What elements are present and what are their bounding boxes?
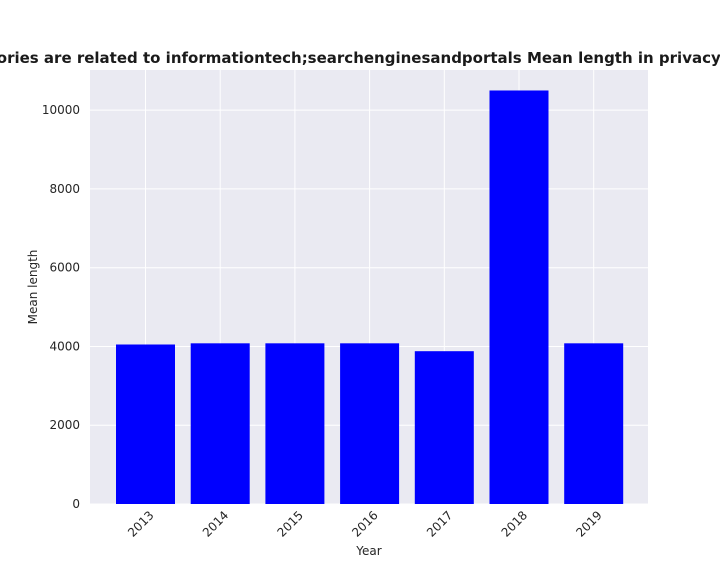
y-tick-label: 8000 [49, 182, 80, 196]
bars [116, 90, 624, 504]
bar-2019 [564, 343, 624, 504]
y-tick-label: 2000 [49, 418, 80, 432]
x-tick-label: 2015 [275, 508, 306, 539]
bar-2017 [414, 351, 474, 504]
bar-2015 [265, 343, 325, 504]
x-tick-label: 2014 [200, 508, 231, 539]
y-axis-ticks: 0 2000 4000 6000 8000 10000 [42, 103, 80, 511]
bar-2016 [340, 343, 400, 504]
x-tick-label: 2016 [349, 508, 380, 539]
x-tick-label: 2019 [573, 508, 604, 539]
bar-2014 [190, 343, 250, 504]
x-tick-label: 2013 [125, 508, 156, 539]
bar-2013 [116, 344, 175, 504]
y-tick-label: 6000 [49, 261, 80, 275]
x-axis-ticks: 2013 2014 2015 2016 2017 2018 2019 [125, 508, 605, 539]
y-tick-label: 0 [72, 497, 80, 511]
y-axis-label: Mean length [26, 250, 40, 325]
x-tick-label: 2017 [424, 508, 455, 539]
x-tick-label: 2018 [499, 508, 530, 539]
y-tick-label: 4000 [49, 339, 80, 353]
chart-title: Categories are related to informationtec… [0, 49, 720, 67]
bar-2018 [489, 90, 549, 504]
y-tick-label: 10000 [42, 103, 80, 117]
x-axis-label: Year [355, 544, 381, 558]
